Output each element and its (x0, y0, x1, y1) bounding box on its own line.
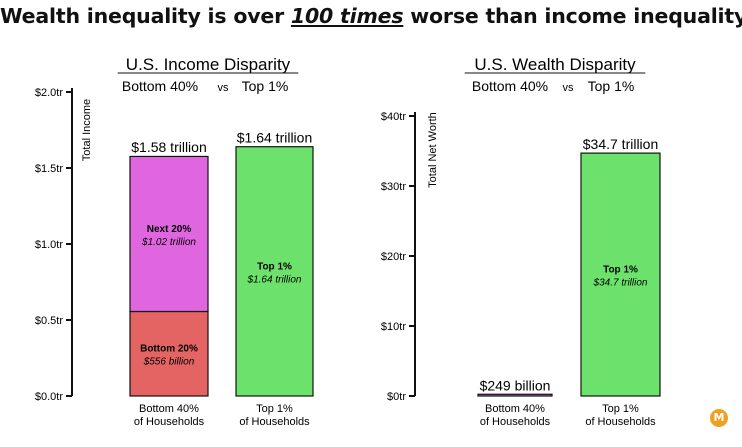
bar-total-label: $1.58 trillion (131, 139, 207, 155)
category-label-line2: of Households (585, 416, 656, 428)
y-tick-label: $0.5tr (35, 315, 63, 327)
bar-total-label: $1.64 trillion (237, 130, 313, 146)
bar-segment (129, 310, 209, 397)
segment-value-label: $34.7 trillion (593, 278, 648, 289)
subtitle-left: Bottom 40% (122, 78, 198, 94)
headline-emphasis: 100 times (290, 4, 404, 28)
bar-segment (477, 393, 553, 397)
category-label-line1: Top 1% (602, 403, 639, 415)
y-tick-label: $20tr (381, 251, 406, 263)
subtitle-left: Bottom 40% (472, 78, 548, 94)
category-label-line1: Top 1% (256, 403, 293, 415)
category-label-line1: Bottom 40% (139, 403, 199, 415)
chart-1: U.S. Income Disparity Bottom 40% vs Top 1% $… (35, 55, 314, 428)
y-axis-label: Total Net Worth (427, 112, 439, 188)
bar-segment (129, 155, 209, 313)
category-label-line2: of Households (239, 416, 310, 428)
segment-name-label: Top 1% (603, 265, 638, 276)
headline-pre: Wealth inequality is over (0, 4, 291, 28)
headline-post: worse than income inequality (403, 4, 742, 28)
y-tick-label: $0.0tr (35, 391, 63, 403)
category-label-line2: of Households (134, 416, 205, 428)
segment-value-label: $1.02 trillion (141, 237, 196, 248)
category-label-line2: of Households (480, 416, 551, 428)
subtitle-right: Top 1% (588, 78, 635, 94)
subtitle-vs: vs (563, 82, 575, 94)
chart-2: U.S. Wealth Disparity Bottom 40% vs Top 1% $… (381, 55, 661, 428)
y-tick-label: $30tr (381, 181, 406, 193)
subtitle-vs: vs (218, 82, 230, 94)
y-tick-label: $40tr (381, 111, 406, 123)
y-axis-label: Total Income (81, 99, 93, 161)
y-tick-label: $1.0tr (35, 239, 63, 251)
y-tick-label: $1.5tr (35, 163, 63, 175)
category-label-line1: Bottom 40% (485, 403, 545, 415)
bar-segment (235, 146, 314, 397)
segment-name-label: Bottom 20% (140, 344, 198, 355)
headline: Wealth inequality is over 100 times wors… (0, 4, 742, 28)
brand-logo: M (710, 409, 728, 427)
y-tick-label: $2.0tr (35, 87, 63, 99)
chart-title: U.S. Wealth Disparity (474, 55, 636, 74)
segment-name-label: Next 20% (147, 224, 192, 235)
bar-segment (580, 152, 661, 397)
y-tick-label: $0tr (387, 391, 406, 403)
bar-total-label: $249 billion (480, 377, 551, 393)
segment-value-label: $1.64 trillion (247, 274, 302, 285)
chart-title: U.S. Income Disparity (126, 55, 291, 74)
segment-name-label: Top 1% (257, 261, 292, 272)
bar-total-label: $34.7 trillion (583, 136, 659, 152)
subtitle-right: Top 1% (242, 78, 289, 94)
y-tick-label: $10tr (381, 321, 406, 333)
segment-value-label: $556 billion (143, 357, 195, 368)
